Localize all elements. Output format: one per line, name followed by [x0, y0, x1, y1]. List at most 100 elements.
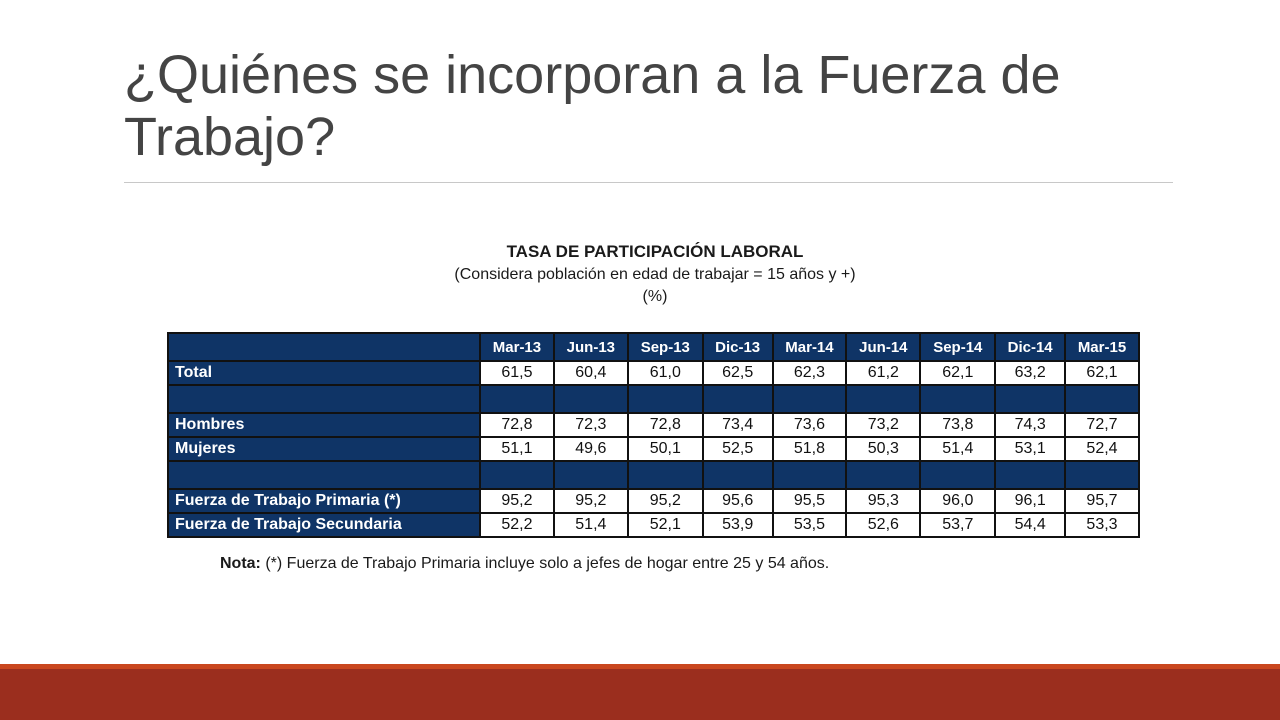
footer-band: [0, 669, 1280, 720]
data-cell: 72,8: [479, 412, 555, 438]
data-cell: 95,7: [1064, 488, 1140, 514]
data-cell: 74,3: [994, 412, 1066, 438]
column-header: Sep-13: [626, 332, 704, 362]
table-corner-cell: [167, 332, 481, 362]
data-cell: [552, 460, 629, 490]
data-cell: [1064, 384, 1140, 414]
slide-title: ¿Quiénes se incorporan a la Fuerza de Tr…: [124, 45, 1061, 167]
data-cell: 53,5: [771, 512, 848, 538]
data-cell: 54,4: [994, 512, 1066, 538]
footer-accent-stripe: [0, 664, 1280, 669]
data-cell: [1064, 460, 1140, 490]
data-cell: [771, 460, 848, 490]
data-cell: [479, 384, 555, 414]
column-header: Dic-14: [994, 332, 1066, 362]
data-cell: 95,6: [701, 488, 774, 514]
data-cell: 62,5: [701, 360, 774, 386]
row-label: Mujeres: [167, 436, 481, 462]
table-heading: TASA DE PARTICIPACIÓN LABORAL (Considera…: [168, 240, 1142, 308]
data-cell: 73,6: [771, 412, 848, 438]
table-row: Total 61,5 60,4 61,0 62,5 62,3 61,2 62,1 63,2 62,…: [167, 360, 1140, 386]
row-label: [167, 460, 481, 490]
data-cell: 53,3: [1064, 512, 1140, 538]
data-cell: [701, 384, 774, 414]
data-cell: 52,4: [1064, 436, 1140, 462]
data-cell: 61,0: [626, 360, 704, 386]
table-row: Fuerza de Trabajo Primaria (*) 95,2 95,2 95…: [167, 488, 1140, 514]
spacer-row: [167, 460, 1140, 490]
column-header: Jun-14: [845, 332, 922, 362]
data-cell: 51,8: [771, 436, 848, 462]
data-cell: 49,6: [552, 436, 629, 462]
column-header: Mar-15: [1064, 332, 1140, 362]
table-unit: (%): [642, 288, 668, 305]
data-cell: 62,3: [771, 360, 848, 386]
data-cell: 51,4: [919, 436, 997, 462]
row-label: Fuerza de Trabajo Primaria (*): [167, 488, 481, 514]
row-label: [167, 384, 481, 414]
data-cell: 95,3: [845, 488, 922, 514]
row-label: Hombres: [167, 412, 481, 438]
row-label: Fuerza de Trabajo Secundaria: [167, 512, 481, 538]
data-cell: 60,4: [552, 360, 629, 386]
spacer-row: [167, 384, 1140, 414]
data-cell: 73,4: [701, 412, 774, 438]
participation-table: Mar-13 Jun-13 Sep-13 Dic-13 Mar-14 Jun-14 Sep-…: [167, 332, 1140, 538]
data-cell: 62,1: [1064, 360, 1140, 386]
table-row: Hombres 72,8 72,3 72,8 73,4 73,6 73,2 73,8 74,3 7…: [167, 412, 1140, 438]
data-cell: 52,6: [845, 512, 922, 538]
data-cell: 61,5: [479, 360, 555, 386]
column-header: Jun-13: [552, 332, 629, 362]
data-cell: [626, 460, 704, 490]
data-cell: [626, 384, 704, 414]
data-cell: [919, 384, 997, 414]
data-cell: 53,1: [994, 436, 1066, 462]
data-cell: 95,5: [771, 488, 848, 514]
data-cell: 50,1: [626, 436, 704, 462]
table-header-row: Mar-13 Jun-13 Sep-13 Dic-13 Mar-14 Jun-14 Sep-…: [167, 332, 1140, 362]
data-cell: 63,2: [994, 360, 1066, 386]
data-cell: 73,8: [919, 412, 997, 438]
data-cell: 53,7: [919, 512, 997, 538]
data-cell: 61,2: [845, 360, 922, 386]
data-cell: 53,9: [701, 512, 774, 538]
data-cell: 51,4: [552, 512, 629, 538]
data-cell: [845, 384, 922, 414]
table-row: Fuerza de Trabajo Secundaria 52,2 51,4 52,1…: [167, 512, 1140, 538]
title-divider: [124, 182, 1173, 183]
data-cell: [994, 460, 1066, 490]
column-header: Sep-14: [919, 332, 997, 362]
data-cell: 72,7: [1064, 412, 1140, 438]
data-cell: [994, 384, 1066, 414]
row-label: Total: [167, 360, 481, 386]
data-cell: [845, 460, 922, 490]
data-cell: 52,1: [626, 512, 704, 538]
data-cell: [771, 384, 848, 414]
table-subtitle: (Considera población en edad de trabajar…: [454, 266, 856, 283]
table-row: Mujeres 51,1 49,6 50,1 52,5 51,8 50,3 51,4 53,1 5…: [167, 436, 1140, 462]
data-cell: 96,1: [994, 488, 1066, 514]
column-header: Dic-13: [701, 332, 774, 362]
table-body: Total 61,5 60,4 61,0 62,5 62,3 61,2 62,1 63,2 62,…: [167, 360, 1140, 538]
table-title: TASA DE PARTICIPACIÓN LABORAL: [506, 242, 804, 261]
column-header: Mar-14: [771, 332, 848, 362]
data-cell: 95,2: [552, 488, 629, 514]
data-cell: 52,2: [479, 512, 555, 538]
data-cell: [701, 460, 774, 490]
data-cell: 73,2: [845, 412, 922, 438]
data-cell: [919, 460, 997, 490]
note-label: Nota:: [220, 555, 261, 572]
data-cell: 50,3: [845, 436, 922, 462]
data-cell: 52,5: [701, 436, 774, 462]
data-cell: 72,8: [626, 412, 704, 438]
note-text: (*) Fuerza de Trabajo Primaria incluye s…: [260, 555, 830, 572]
data-cell: 95,2: [626, 488, 704, 514]
table-note: Nota: (*) Fuerza de Trabajo Primaria inc…: [220, 555, 829, 573]
column-header: Mar-13: [479, 332, 555, 362]
data-cell: 62,1: [919, 360, 997, 386]
data-cell: 51,1: [479, 436, 555, 462]
data-cell: [552, 384, 629, 414]
data-cell: 95,2: [479, 488, 555, 514]
data-cell: 72,3: [552, 412, 629, 438]
data-cell: 96,0: [919, 488, 997, 514]
